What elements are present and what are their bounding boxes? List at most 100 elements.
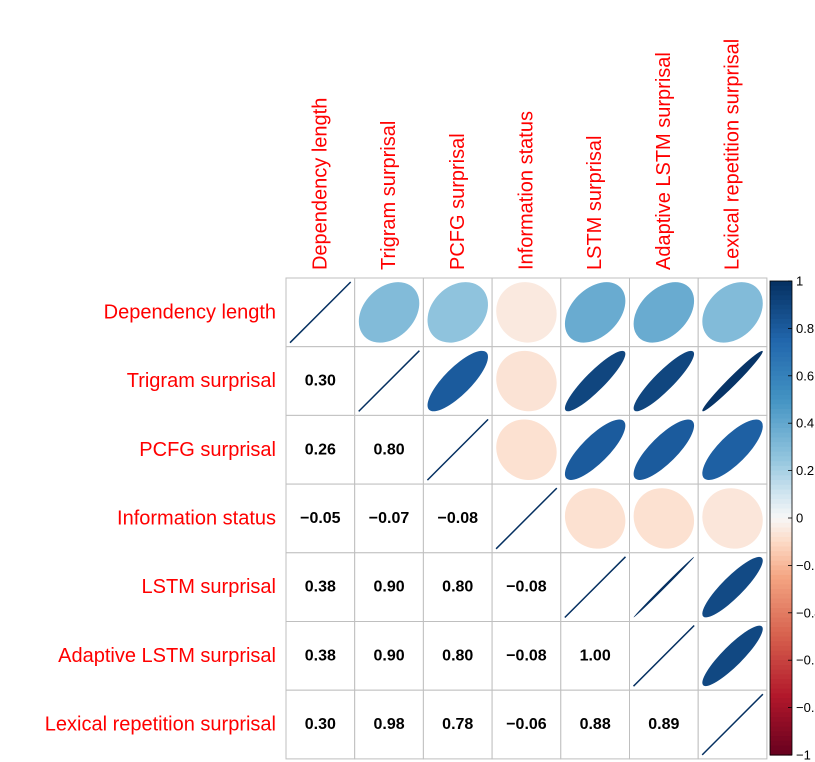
colorbar-segment <box>770 565 792 571</box>
colorbar-segment <box>770 693 792 699</box>
colorbar-segment <box>770 622 792 628</box>
colorbar-segment <box>770 456 792 462</box>
colorbar-tick-label: 0.8 <box>796 321 814 336</box>
diagonal-line <box>495 487 558 550</box>
colorbar-segment <box>770 603 792 609</box>
correlation-ellipse <box>633 350 695 412</box>
correlation-value: 0.38 <box>305 647 336 664</box>
row-label: Information status <box>117 507 276 529</box>
row-labels: Dependency length Trigram surprisal PCFG s… <box>45 301 276 735</box>
colorbar-segment <box>770 427 792 434</box>
colorbar-segment <box>770 555 792 562</box>
colorbar-segment <box>770 522 792 529</box>
colorbar-segment <box>770 645 792 652</box>
colorbar-tick-label: 0.6 <box>796 368 814 383</box>
matrix-cells: 0.30 0.26 0.80 −0.05 −0.07 −0.08 0.38 0.90 0.80 −… <box>285 277 768 760</box>
colorbar-segment <box>770 627 792 633</box>
colorbar-segment <box>770 612 792 619</box>
colorbar-segment <box>770 470 792 476</box>
colorbar-segment <box>770 442 792 448</box>
correlation-value: −0.08 <box>438 510 479 527</box>
colorbar-tick-label: −1 <box>796 748 811 762</box>
colorbar-segment <box>770 674 792 680</box>
matrix-cell <box>491 689 562 760</box>
colorbar-segment <box>770 281 792 287</box>
colorbar-segment <box>770 404 792 410</box>
correlation-value: 1.00 <box>580 647 611 664</box>
colorbar-segment <box>770 480 792 486</box>
matrix-cell <box>422 552 493 622</box>
colorbar-segment <box>770 390 792 396</box>
correlation-value: −0.05 <box>300 510 341 527</box>
correlation-value: 0.89 <box>648 716 679 733</box>
colorbar-segment <box>770 698 792 704</box>
colorbar-segment <box>770 418 792 424</box>
colorbar-segment <box>770 290 792 296</box>
colorbar-segment <box>770 295 792 301</box>
colorbar-segment <box>770 617 792 623</box>
colorbar-tick-label: 1 <box>796 274 803 289</box>
correlation-value: −0.07 <box>369 510 410 527</box>
correlation-ellipse <box>702 282 763 343</box>
colorbar-segment <box>770 736 792 742</box>
colorbar-segment <box>770 688 792 694</box>
matrix-cell <box>354 414 424 485</box>
colorbar-segment <box>770 541 792 548</box>
matrix-cell <box>285 552 356 622</box>
colorbar-tick-label: 0.2 <box>796 463 814 478</box>
colorbar-segment <box>770 750 792 756</box>
colorbar-segment <box>770 608 792 614</box>
colorbar-segment <box>770 551 792 557</box>
colorbar-segment <box>770 679 792 685</box>
colorbar-segment <box>770 333 792 339</box>
colorbar-segment <box>770 707 792 713</box>
correlation-ellipse <box>702 556 763 618</box>
diagonal-line <box>358 350 420 412</box>
matrix-cell <box>560 689 630 760</box>
colorbar-segment <box>770 375 792 382</box>
colorbar-segment <box>770 740 792 747</box>
colorbar-segment <box>770 503 792 510</box>
column-label: Adaptive LSTM surprisal <box>653 52 675 270</box>
colorbar-segment <box>770 584 792 590</box>
colorbar-segment <box>770 285 792 292</box>
colorbar-segment <box>770 589 792 595</box>
colorbar-segment <box>770 352 792 358</box>
colorbar-segment <box>770 413 792 420</box>
matrix-cell <box>354 621 424 691</box>
colorbar-segment <box>770 745 792 751</box>
correlation-value: 0.80 <box>442 579 473 596</box>
correlation-value: −0.08 <box>506 647 547 664</box>
colorbar-segment <box>770 726 792 732</box>
matrix-cell <box>354 483 424 554</box>
matrix-cell <box>422 621 493 691</box>
colorbar-tick-label: −0.2 <box>796 558 815 573</box>
colorbar-segment <box>770 356 792 363</box>
matrix-cell <box>422 483 493 554</box>
colorbar-segment <box>770 451 792 457</box>
correlation-value: 0.90 <box>373 579 404 596</box>
correlation-ellipse <box>633 488 695 549</box>
colorbar-segment <box>770 560 792 566</box>
colorbar-segment <box>770 574 792 581</box>
column-label: LSTM surprisal <box>584 136 606 270</box>
colorbar-segment <box>770 683 792 690</box>
correlation-value: 0.90 <box>373 647 404 664</box>
colorbar-tick-label: −0.8 <box>796 700 815 715</box>
colorbar-segment <box>770 579 792 585</box>
column-label: Trigram surprisal <box>378 121 400 270</box>
correlation-ellipse <box>702 625 763 687</box>
correlation-value: 0.38 <box>305 579 336 596</box>
colorbar-segment <box>770 570 792 576</box>
correlation-value: 0.78 <box>442 716 473 733</box>
correlation-ellipse <box>702 350 763 412</box>
correlation-ellipse <box>564 282 626 343</box>
correlation-ellipse <box>358 282 420 343</box>
colorbar-segment <box>770 702 792 709</box>
colorbar-segment <box>770 650 792 657</box>
correlation-ellipse <box>633 556 695 618</box>
colorbar-segment <box>770 508 792 514</box>
colorbar-segment <box>770 660 792 666</box>
row-label: Adaptive LSTM surprisal <box>58 645 276 667</box>
colorbar-segment <box>770 423 792 429</box>
